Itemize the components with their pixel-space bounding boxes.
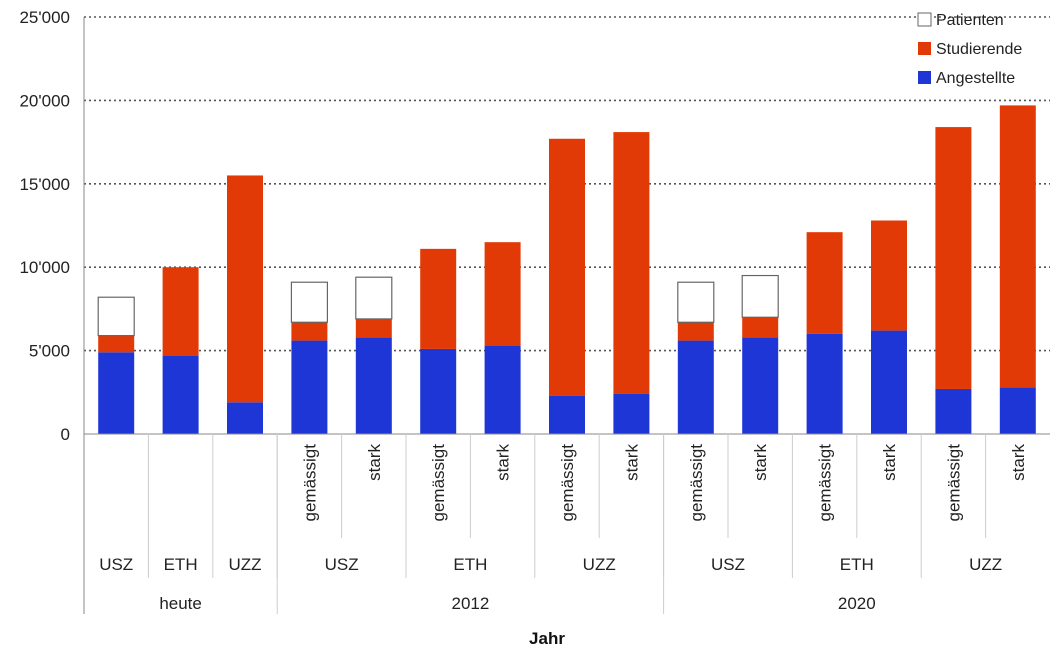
scenario-label: stark xyxy=(365,444,384,481)
bar-studierende xyxy=(935,127,972,389)
scenario-label: stark xyxy=(880,444,899,481)
legend-swatch-studierende xyxy=(918,42,931,55)
bar-angestellte xyxy=(549,395,585,434)
group-label: heute xyxy=(159,594,202,613)
bar-studierende xyxy=(871,220,907,331)
y-tick-label: 20'000 xyxy=(19,91,70,110)
bar-angestellte xyxy=(871,330,907,434)
scenario-label: gemässigt xyxy=(558,444,577,522)
bar-patienten xyxy=(97,296,135,337)
bar-angestellte xyxy=(935,388,972,434)
bar-studierende xyxy=(355,318,392,338)
bar-patienten xyxy=(677,281,715,323)
y-axis-ticks: 0 5'000 10'000 15'000 20'000 25'000 xyxy=(19,8,70,444)
axes xyxy=(83,17,1050,614)
y-tick-label: 15'000 xyxy=(19,175,70,194)
institution-label: UZZ xyxy=(969,555,1002,574)
bar-studierende xyxy=(291,322,328,341)
scenario-label: gemässigt xyxy=(429,444,448,522)
legend-label: Patienten xyxy=(936,12,1004,29)
scenario-label: gemässigt xyxy=(944,444,963,522)
legend-swatch-angestellte xyxy=(918,71,931,84)
x-axis-title: Jahr xyxy=(529,629,565,648)
scenario-label: stark xyxy=(494,444,513,481)
scenario-label: gemässigt xyxy=(300,444,319,522)
bar-studierende xyxy=(677,322,714,341)
legend: Patienten Studierende Angestellte xyxy=(917,12,1022,87)
institution-label: UZZ xyxy=(228,555,261,574)
y-tick-label: 0 xyxy=(61,425,70,444)
bar-angestellte xyxy=(355,337,392,434)
bar-patienten xyxy=(290,281,328,323)
institution-label: ETH xyxy=(164,555,198,574)
institution-label: ETH xyxy=(840,555,874,574)
scenario-label: stark xyxy=(751,444,770,481)
bar-studierende xyxy=(98,335,135,353)
scenario-label: stark xyxy=(622,444,641,481)
bar-angestellte xyxy=(806,333,843,434)
y-tick-label: 25'000 xyxy=(19,8,70,27)
bar-angestellte xyxy=(484,345,521,434)
bar-angestellte xyxy=(227,402,263,434)
y-tick-label: 5'000 xyxy=(29,342,70,361)
bar-studierende xyxy=(549,138,585,396)
institution-label: UZZ xyxy=(583,555,616,574)
bar-patienten xyxy=(741,274,779,318)
institution-label: USZ xyxy=(99,555,133,574)
bar-studierende xyxy=(613,132,650,394)
bar-angestellte xyxy=(162,355,199,434)
bar-angestellte xyxy=(999,387,1036,434)
bar-angestellte xyxy=(742,337,779,434)
bar-angestellte xyxy=(291,340,328,434)
institution-label: ETH xyxy=(453,555,487,574)
scenario-label: gemässigt xyxy=(816,444,835,522)
bar-angestellte xyxy=(613,393,650,434)
bar-studierende xyxy=(162,267,199,356)
bar-studierende xyxy=(420,248,457,349)
group-label: 2020 xyxy=(838,594,876,613)
bar-angestellte xyxy=(677,340,714,434)
institution-label: USZ xyxy=(325,555,359,574)
group-label: 2012 xyxy=(451,594,489,613)
bar-studierende xyxy=(484,242,521,346)
legend-label: Studierende xyxy=(936,41,1022,58)
scenario-label: gemässigt xyxy=(687,444,706,522)
legend-label: Angestellte xyxy=(936,70,1015,87)
legend-swatch-patienten xyxy=(917,12,932,27)
bar-angestellte xyxy=(98,352,135,434)
bar-studierende xyxy=(806,232,843,334)
bar-studierende xyxy=(227,175,263,403)
category-axis: gemässigt stark gemässigt stark gemässigt sta… xyxy=(99,434,1028,614)
bars xyxy=(97,105,1036,434)
scenario-label: stark xyxy=(1009,444,1028,481)
bar-angestellte xyxy=(420,348,457,434)
bar-patienten xyxy=(355,276,393,320)
bar-studierende xyxy=(742,317,779,338)
y-tick-label: 10'000 xyxy=(19,258,70,277)
institution-label: USZ xyxy=(711,555,745,574)
bar-studierende xyxy=(999,105,1036,388)
